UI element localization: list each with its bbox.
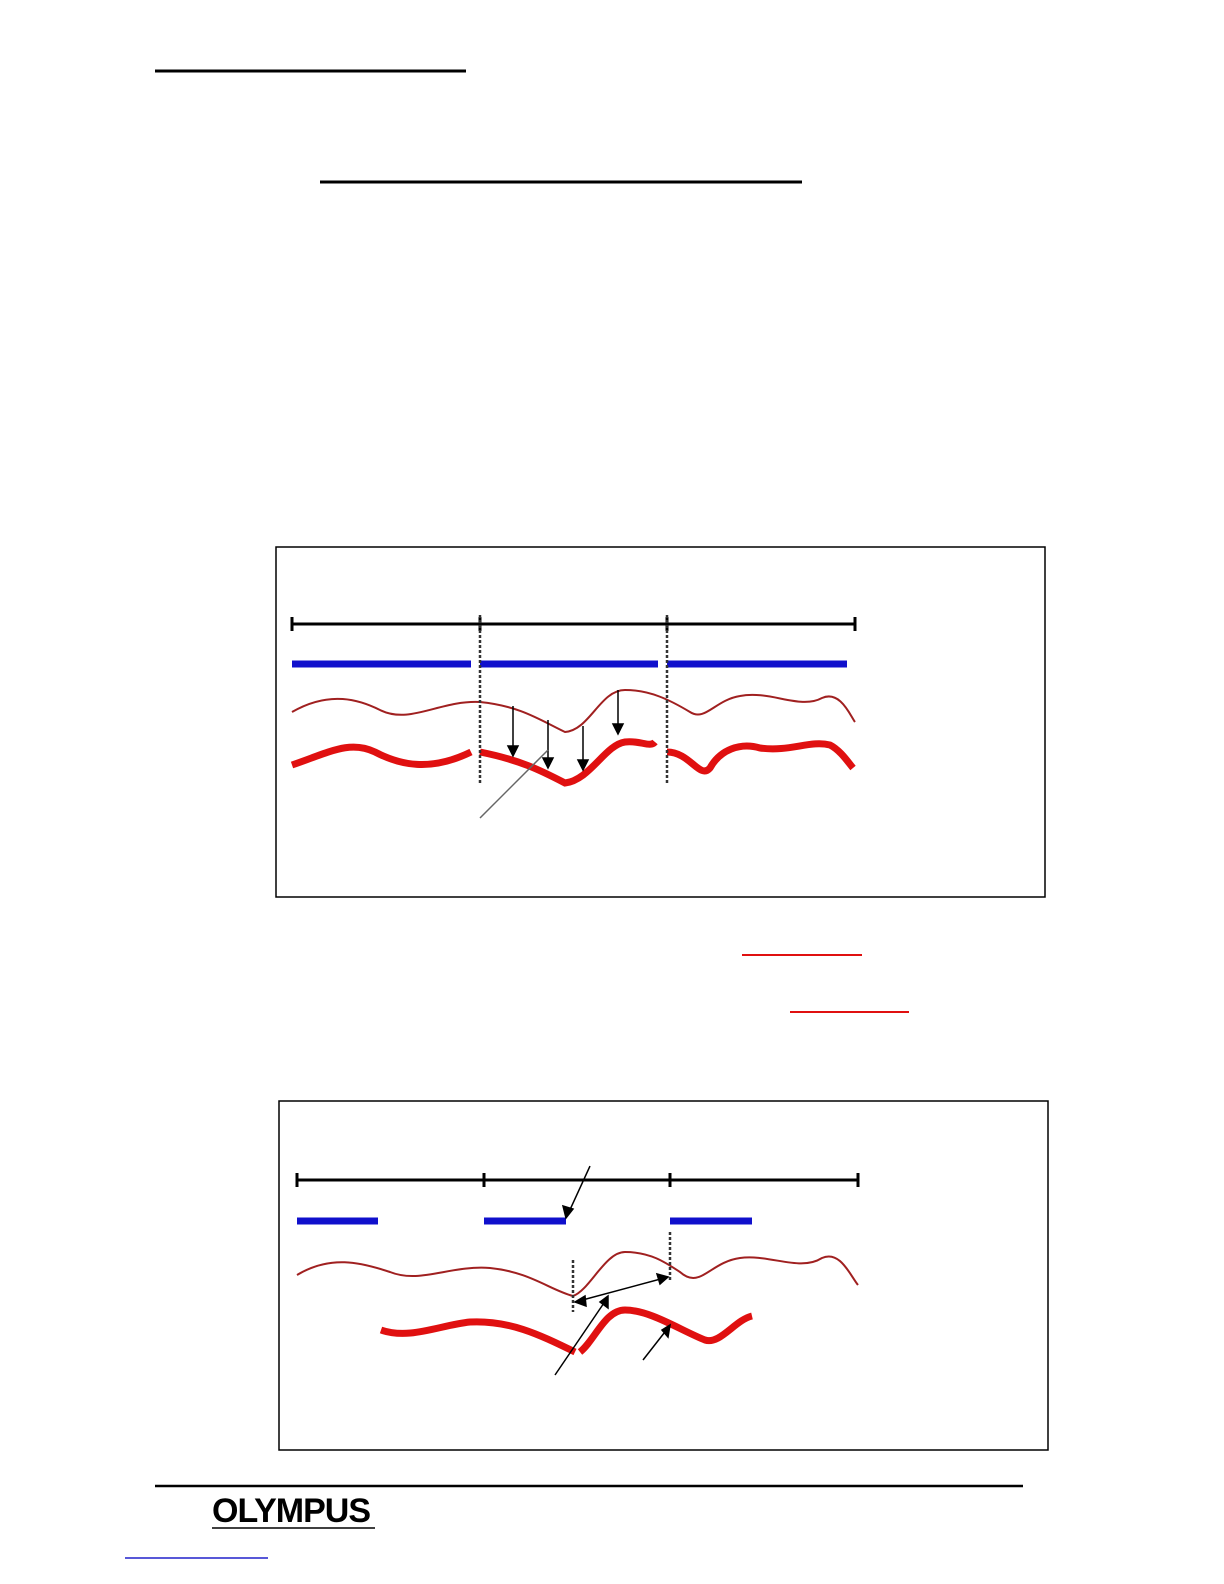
figure-frame xyxy=(278,1100,1049,1451)
figure-frame xyxy=(275,546,1046,898)
shift-arrows xyxy=(479,690,625,819)
boundaries xyxy=(571,1232,672,1312)
scale xyxy=(295,1173,860,1187)
logo: OLYMPUS xyxy=(212,1492,370,1530)
pointer-arrows xyxy=(554,1165,672,1376)
result-wave xyxy=(290,738,856,787)
figure-2 xyxy=(278,1100,1049,1451)
result-wave xyxy=(379,1306,754,1356)
source-wave xyxy=(296,1250,859,1298)
figure-1 xyxy=(275,546,1046,898)
source-wave xyxy=(291,688,856,734)
boundaries xyxy=(478,615,669,785)
scale xyxy=(290,617,857,631)
